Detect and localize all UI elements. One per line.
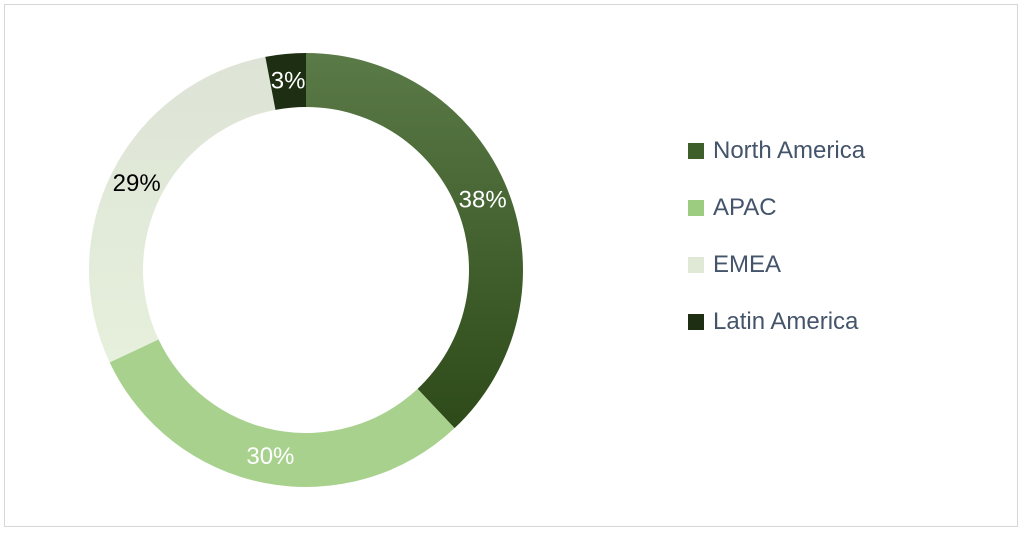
legend-item-apac: APAC	[688, 179, 865, 236]
data-label-emea: 29%	[113, 170, 161, 197]
legend-item-latin-america: Latin America	[688, 293, 865, 350]
legend-label: North America	[713, 136, 866, 164]
legend-item-emea: EMEA	[688, 236, 865, 293]
legend-item-north-america: North America	[688, 122, 865, 179]
legend-swatch	[688, 256, 704, 273]
legend-swatch	[688, 199, 704, 216]
legend-label: APAC	[713, 193, 777, 221]
data-label-apac: 30%	[246, 443, 294, 470]
slice-latin-america	[265, 53, 306, 110]
chart-legend: North America APAC EMEA Latin America	[688, 122, 865, 350]
slice-emea	[89, 56, 276, 363]
donut-data-labels: 38% 30% 29% 3%	[113, 67, 507, 470]
legend-label: EMEA	[713, 250, 782, 278]
legend-label: Latin America	[713, 307, 859, 335]
data-label-north-america: 38%	[459, 187, 507, 214]
donut-slices	[89, 53, 523, 487]
legend-swatch	[688, 142, 704, 159]
slice-apac	[109, 339, 455, 487]
slice-north-america	[306, 53, 523, 429]
data-label-latin-america: 3%	[271, 67, 306, 94]
legend-swatch	[688, 313, 704, 330]
